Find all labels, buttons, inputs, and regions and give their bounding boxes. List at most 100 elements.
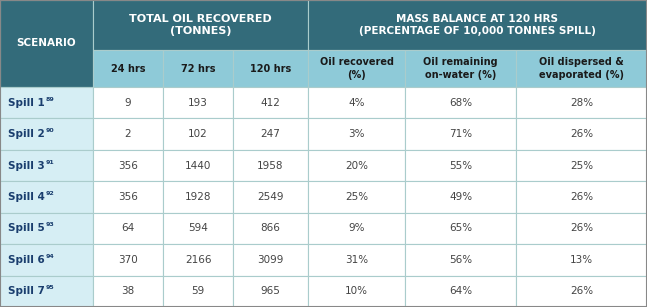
Bar (93, 244, 163, 276)
Text: 2549: 2549 (258, 192, 284, 202)
Bar (93, 150, 163, 181)
Bar (0, 181, 93, 213)
Text: 93: 93 (45, 223, 54, 227)
Text: 9: 9 (125, 98, 131, 108)
Text: 20%: 20% (345, 161, 368, 171)
Text: 247: 247 (261, 129, 280, 139)
Text: 94: 94 (45, 254, 54, 259)
Bar (0, 119, 93, 150)
Text: 594: 594 (188, 223, 208, 233)
Text: 25%: 25% (345, 192, 368, 202)
Bar (308, 181, 405, 213)
Bar (308, 244, 405, 276)
Bar (405, 213, 516, 244)
Text: 2166: 2166 (185, 255, 212, 265)
Text: 1928: 1928 (185, 192, 212, 202)
Text: 356: 356 (118, 192, 138, 202)
Bar (0, 244, 93, 276)
Bar (163, 181, 233, 213)
Bar (405, 276, 516, 307)
Text: 356: 356 (118, 161, 138, 171)
Text: 26%: 26% (570, 192, 593, 202)
Bar (516, 87, 647, 119)
Text: 90: 90 (45, 128, 54, 133)
Text: 49%: 49% (449, 192, 472, 202)
Text: 370: 370 (118, 255, 138, 265)
Bar (516, 213, 647, 244)
Bar (405, 50, 516, 87)
Bar (93, 87, 163, 119)
Text: 64%: 64% (449, 286, 472, 296)
Text: 2: 2 (125, 129, 131, 139)
Text: Spill 6: Spill 6 (8, 255, 45, 265)
Text: MASS BALANCE AT 120 HRS
(PERCENTAGE OF 10,000 TONNES SPILL): MASS BALANCE AT 120 HRS (PERCENTAGE OF 1… (359, 14, 596, 36)
Bar (233, 150, 308, 181)
Bar (405, 150, 516, 181)
Text: 95: 95 (45, 285, 54, 290)
Bar (308, 276, 405, 307)
Text: 10%: 10% (345, 286, 368, 296)
Text: 412: 412 (261, 98, 280, 108)
Bar (93, 213, 163, 244)
Text: 3099: 3099 (258, 255, 283, 265)
Text: 26%: 26% (570, 223, 593, 233)
Text: Oil remaining
on-water (%): Oil remaining on-water (%) (423, 57, 498, 80)
Text: 4%: 4% (348, 98, 365, 108)
Bar (233, 50, 308, 87)
Text: 68%: 68% (449, 98, 472, 108)
Bar (405, 119, 516, 150)
Bar (163, 150, 233, 181)
Text: 24 hrs: 24 hrs (111, 64, 145, 73)
Bar (233, 119, 308, 150)
Bar (163, 276, 233, 307)
Bar (405, 87, 516, 119)
Text: 56%: 56% (449, 255, 472, 265)
Bar (0, 150, 93, 181)
Bar (308, 50, 405, 87)
Text: 91: 91 (45, 160, 54, 165)
Bar (163, 213, 233, 244)
Bar (516, 150, 647, 181)
Text: 26%: 26% (570, 129, 593, 139)
Bar (405, 244, 516, 276)
Bar (308, 213, 405, 244)
Bar (93, 181, 163, 213)
Text: SCENARIO: SCENARIO (17, 38, 76, 49)
Text: Spill 2: Spill 2 (8, 129, 45, 139)
Bar (516, 244, 647, 276)
Bar (516, 50, 647, 87)
Bar (308, 87, 405, 119)
Text: 65%: 65% (449, 223, 472, 233)
Text: 28%: 28% (570, 98, 593, 108)
Text: Spill 3: Spill 3 (8, 161, 45, 171)
Bar (233, 213, 308, 244)
Text: 72 hrs: 72 hrs (181, 64, 215, 73)
Text: Spill 7: Spill 7 (8, 286, 45, 296)
Bar (0, 276, 93, 307)
Text: 193: 193 (188, 98, 208, 108)
Bar (516, 119, 647, 150)
Bar (93, 50, 163, 87)
Text: 1958: 1958 (258, 161, 284, 171)
Bar (163, 119, 233, 150)
Text: 89: 89 (45, 97, 54, 102)
Text: 31%: 31% (345, 255, 368, 265)
Text: 1440: 1440 (185, 161, 211, 171)
Bar (93, 119, 163, 150)
Text: 866: 866 (261, 223, 280, 233)
Text: 25%: 25% (570, 161, 593, 171)
Text: 3%: 3% (348, 129, 365, 139)
Bar (0, 87, 93, 119)
Text: 59: 59 (192, 286, 204, 296)
Text: 9%: 9% (348, 223, 365, 233)
Bar (308, 0, 647, 50)
Bar (233, 276, 308, 307)
Text: 965: 965 (261, 286, 280, 296)
Text: 102: 102 (188, 129, 208, 139)
Bar (233, 244, 308, 276)
Text: Oil recovered
(%): Oil recovered (%) (320, 57, 393, 80)
Text: Spill 5: Spill 5 (8, 223, 45, 233)
Bar (308, 119, 405, 150)
Bar (93, 276, 163, 307)
Text: Spill 1: Spill 1 (8, 98, 45, 108)
